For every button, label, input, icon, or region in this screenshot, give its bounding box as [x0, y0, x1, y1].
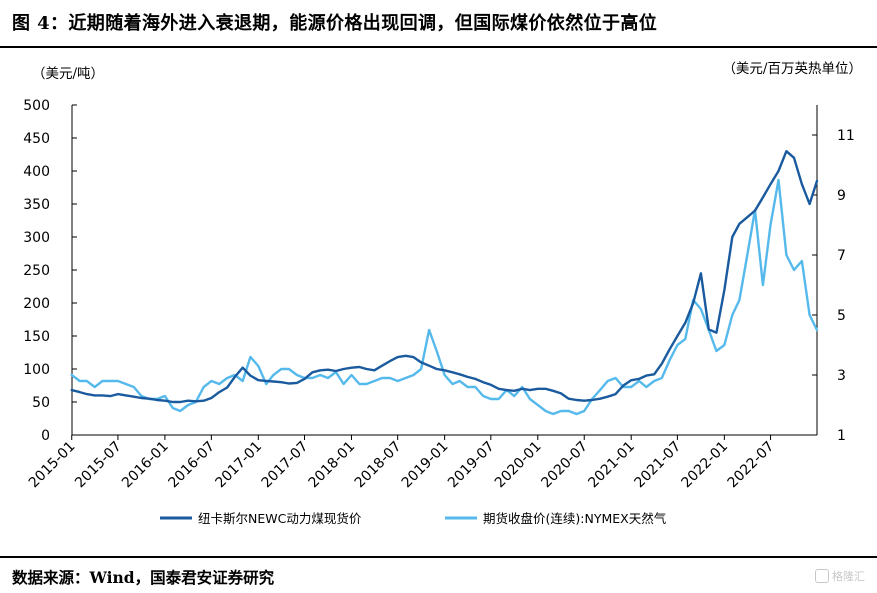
- y-right-tick-label: 1: [837, 428, 846, 444]
- left-axis-unit: （美元/吨）: [32, 66, 104, 82]
- y-left-tick-label: 500: [23, 98, 50, 114]
- y-left-tick-label: 450: [23, 131, 50, 147]
- bottom-rule: [0, 556, 877, 558]
- y-right-tick-label: 7: [837, 248, 846, 264]
- axes: 0 50 100 150 200 250 300 350 400 450 500 1 3 5 7 9 11 201…: [23, 98, 855, 491]
- x-tick-label: 2017-01: [212, 439, 265, 492]
- x-tick-label: 2022-01: [679, 439, 732, 492]
- y-left-tick-label: 100: [23, 362, 50, 378]
- y-right-tick-label: 9: [837, 188, 846, 204]
- y-right-tick-label: 3: [837, 368, 846, 384]
- y-left-tick-label: 150: [23, 329, 50, 345]
- x-tick-label: 2018-07: [352, 439, 405, 492]
- y-right-tick-label: 11: [837, 128, 855, 144]
- x-tick-label: 2015-07: [72, 439, 125, 492]
- figure-title: 图 4：近期随着海外进入衰退期，能源价格出现回调，但国际煤价依然位于高位: [12, 13, 658, 34]
- y-left-tick-label: 400: [23, 164, 50, 180]
- legend: 纽卡斯尔NEWC动力煤现货价 期货收盘价(连续):NYMEX天然气: [160, 511, 667, 526]
- right-axis-unit: （美元/百万英热单位）: [722, 60, 862, 77]
- x-tick-label: 2016-07: [166, 439, 219, 492]
- x-tick-label: 2021-01: [585, 439, 638, 492]
- legend-label-gas: 期货收盘价(连续):NYMEX天然气: [483, 511, 667, 526]
- y-left-tick-label: 0: [41, 428, 50, 444]
- legend-label-coal: 纽卡斯尔NEWC动力煤现货价: [198, 511, 362, 526]
- y-left-tick-label: 50: [32, 395, 50, 411]
- watermark: 格隆汇: [815, 566, 871, 586]
- x-tick-label: 2015-01: [26, 439, 79, 492]
- series-line-coal: [70, 149, 819, 404]
- top-rule: [0, 46, 877, 48]
- x-tick-label: 2020-07: [538, 439, 591, 492]
- y-right-tick-label: 5: [837, 308, 846, 324]
- x-tick-label: 2017-07: [259, 439, 312, 492]
- y-left-tick-label: 200: [23, 296, 50, 312]
- plot-area: [70, 149, 819, 416]
- x-tick-label: 2020-01: [492, 439, 545, 492]
- x-tick-label: 2019-01: [399, 439, 452, 492]
- watermark-text: 格隆汇: [832, 570, 865, 583]
- y-left-tick-label: 250: [23, 263, 50, 279]
- x-tick-label: 2016-01: [119, 439, 172, 492]
- watermark-logo-icon: [815, 569, 829, 583]
- source-note: 数据来源：Wind，国泰君安证券研究: [12, 568, 275, 587]
- y-left-tick-label: 350: [23, 197, 50, 213]
- y-left-tick-label: 300: [23, 230, 50, 246]
- x-tick-label: 2022-07: [725, 439, 778, 492]
- x-tick-label: 2019-07: [445, 439, 498, 492]
- chart: （美元/吨） （美元/百万英热单位） 050100150200250300350…: [23, 60, 862, 526]
- x-tick-label: 2021-07: [632, 439, 685, 492]
- x-tick-label: 2018-01: [306, 439, 359, 492]
